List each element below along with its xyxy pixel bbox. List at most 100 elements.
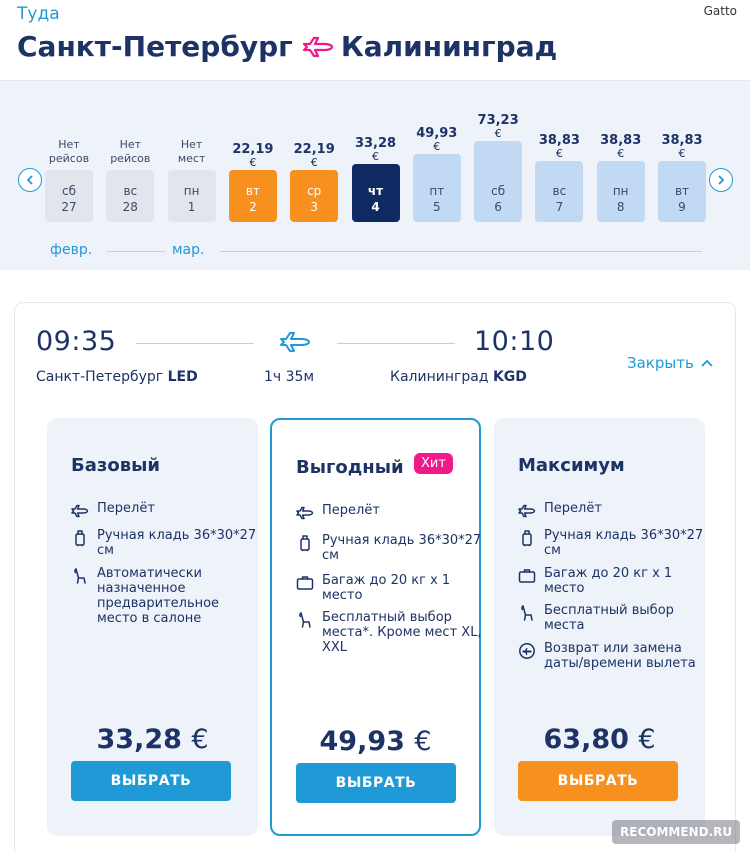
month-divider <box>220 251 702 252</box>
day-number: 6 <box>494 200 502 214</box>
fare-price: 49,93 € <box>272 726 479 757</box>
chevron-left-icon <box>26 175 33 185</box>
calendar-bar[interactable] <box>474 141 523 222</box>
fare-card-1[interactable]: Базовый Перелёт Ручная кладь 36*30*27 см Ав… <box>47 418 258 836</box>
fare-price-value: 33,28 <box>96 724 192 755</box>
calendar-day-6[interactable]: 73,23 € сб 6 <box>474 81 523 271</box>
feature-text: Бесплатный выбор места*. Кроме мест XL, … <box>322 610 482 655</box>
depart-city: Санкт-Петербург <box>36 369 164 385</box>
feature-text: Возврат или замена даты/времени вылета <box>544 641 696 671</box>
fare-price: 63,80 € <box>494 724 705 755</box>
chevron-up-icon <box>701 359 713 367</box>
fare-title: Максимум <box>518 455 625 476</box>
calendar-day-3[interactable]: 22,19 € ср 3 <box>290 81 339 271</box>
day-currency: € <box>678 146 686 160</box>
chevron-right-icon <box>718 175 725 185</box>
day-weekday: вс <box>552 184 567 198</box>
calendar-day-4[interactable]: 33,28 € чт 4 <box>351 81 400 271</box>
fare-card-3[interactable]: Максимум Перелёт Ручная кладь 36*30*27 см Б… <box>494 418 705 836</box>
feature-text: Автоматически назначенное предварительно… <box>97 566 220 626</box>
suitcase-icon <box>518 567 536 585</box>
no-flight-reason: рейсов <box>110 152 151 165</box>
fare-price-currency: € <box>191 724 209 755</box>
day-number: 1 <box>187 200 196 214</box>
fare-title: Базовый <box>71 455 160 476</box>
select-fare-button[interactable]: ВЫБРАТЬ <box>296 763 456 803</box>
seat-icon <box>518 604 536 622</box>
calendar-day-1: Нет мест пн 1 <box>167 81 216 271</box>
no-flight-reason: мест <box>177 152 206 165</box>
day-number: 8 <box>616 200 625 214</box>
calendar-bar[interactable] <box>658 160 706 222</box>
select-fare-button[interactable]: ВЫБРАТЬ <box>71 761 231 801</box>
day-price: 38,83 <box>600 132 642 148</box>
day-currency: € <box>249 156 257 169</box>
arrive-time: 10:10 <box>474 326 555 357</box>
day-weekday: ср <box>307 184 322 198</box>
day-weekday: вс <box>123 184 138 198</box>
calendar-bar[interactable] <box>290 170 339 222</box>
day-price: 38,83 <box>661 132 703 148</box>
feature-text: Перелёт <box>544 501 602 516</box>
close-details-button[interactable]: Закрыть <box>627 354 714 372</box>
fare-price-value: 63,80 <box>543 724 639 755</box>
day-price: 73,23 <box>477 113 519 128</box>
day-currency: € <box>494 127 502 140</box>
calendar-bar[interactable] <box>535 160 584 222</box>
user-watermark: Gatto <box>703 4 737 18</box>
calendar-next-button[interactable] <box>709 168 733 192</box>
calendar-bar[interactable] <box>228 170 277 222</box>
fare-title: Выгодный <box>296 457 404 478</box>
calendar-bar[interactable] <box>351 163 400 222</box>
day-price: 33,28 <box>354 135 397 151</box>
day-number: 28 <box>122 200 138 214</box>
feature-text: Перелёт <box>322 503 380 518</box>
feature-text: Ручная кладь 36*30*27 см <box>322 533 482 563</box>
day-weekday: сб <box>491 184 506 198</box>
day-number: 9 <box>678 200 686 214</box>
calendar-bar <box>167 170 216 222</box>
day-price: 22,19 <box>232 142 274 157</box>
month-label-mar: мар. <box>172 242 205 258</box>
price-calendar: Нет рейсов сб 27 Нет рейсов вс 28 Нет мест пн 1 22,1… <box>0 80 750 270</box>
direction-label: Туда <box>17 4 60 24</box>
no-flight-label: Нет <box>119 138 142 151</box>
hand-luggage-icon <box>71 529 89 547</box>
plane-icon <box>518 502 536 520</box>
select-fare-button[interactable]: ВЫБРАТЬ <box>518 761 678 801</box>
day-price: 22,19 <box>293 142 335 157</box>
calendar-day-2[interactable]: 22,19 € вт 2 <box>228 81 277 271</box>
calendar-day-9[interactable]: 38,83 € вт 9 <box>658 81 706 271</box>
calendar-bar[interactable] <box>412 154 461 222</box>
arrive-city: Калининград <box>390 369 489 385</box>
hit-badge: Хит <box>414 453 453 474</box>
calendar-day-28: Нет рейсов вс 28 <box>106 81 155 271</box>
origin-city: Санкт-Петербург <box>17 30 293 63</box>
calendar-bar <box>45 170 93 222</box>
calendar-day-7[interactable]: 38,83 € вс 7 <box>535 81 584 271</box>
flight-line-right <box>337 343 455 344</box>
plane-icon <box>301 32 335 62</box>
day-number: 4 <box>371 200 380 214</box>
plane-icon <box>280 332 310 352</box>
day-weekday: пн <box>183 184 200 198</box>
feature-text: Багаж до 20 кг х 1 место <box>322 573 451 603</box>
day-currency: € <box>372 149 379 163</box>
calendar-day-5[interactable]: 49,93 € пт 5 <box>412 81 461 271</box>
feature-text: Багаж до 20 кг х 1 место <box>544 566 673 596</box>
calendar-bar[interactable] <box>596 160 645 222</box>
day-price: 38,83 <box>538 132 580 148</box>
fare-price-currency: € <box>414 726 432 757</box>
depart-code: LED <box>167 369 198 385</box>
seat-icon <box>71 567 89 585</box>
calendar-prev-button[interactable] <box>18 168 42 192</box>
fare-price-value: 49,93 <box>319 726 415 757</box>
day-currency: € <box>433 140 441 154</box>
day-weekday: сб <box>62 184 76 198</box>
feature-text: Перелёт <box>97 501 155 516</box>
calendar-day-8[interactable]: 38,83 € пн 8 <box>596 81 645 271</box>
flight-duration: 1ч 35м <box>264 369 315 385</box>
feature-text: Ручная кладь 36*30*27 см <box>544 528 704 558</box>
day-price: 49,93 <box>416 126 458 142</box>
fare-card-2[interactable]: Выгодный Хит Перелёт Ручная кладь 36*30*27 … <box>270 418 482 836</box>
